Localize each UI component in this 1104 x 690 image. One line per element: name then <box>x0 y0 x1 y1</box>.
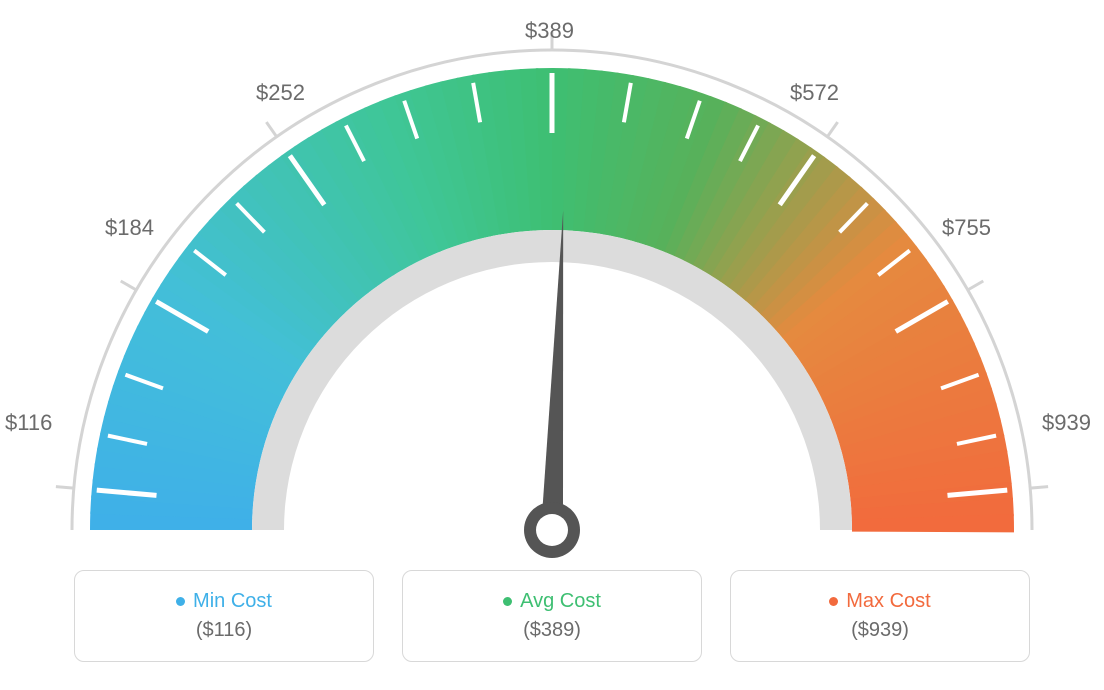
legend-value: ($939) <box>851 619 909 642</box>
gauge-tick-label: $252 <box>256 80 305 106</box>
legend-value: ($116) <box>196 619 252 642</box>
legend-dot-icon <box>176 597 185 606</box>
legend-title: Avg Cost <box>503 590 601 613</box>
gauge-tick-label: $755 <box>942 215 991 241</box>
gauge-big-tick <box>827 122 837 137</box>
legend-card: Min Cost ($116) <box>74 570 374 662</box>
legend-value: ($389) <box>523 619 581 642</box>
gauge-hub-inner <box>536 514 568 546</box>
legend-title-text: Max Cost <box>846 590 930 613</box>
gauge-tick-label: $389 <box>525 18 574 44</box>
legend-card: Max Cost ($939) <box>730 570 1030 662</box>
gauge-tick-label: $116 <box>5 410 52 436</box>
legend-dot-icon <box>829 597 838 606</box>
gauge-big-tick <box>968 281 984 290</box>
legend-dot-icon <box>503 597 512 606</box>
gauge-tick-label: $572 <box>790 80 839 106</box>
gauge-tick-label: $184 <box>105 215 154 241</box>
legend-card: Avg Cost ($389) <box>402 570 702 662</box>
gauge-container: $116 $184 $252 $389 $572 $755 $939 <box>0 0 1104 560</box>
gauge-big-tick <box>1030 487 1048 489</box>
legend-title: Max Cost <box>829 590 930 613</box>
gauge-svg <box>0 0 1104 560</box>
gauge-tick-label: $939 <box>1042 410 1091 436</box>
gauge-big-tick <box>266 122 276 137</box>
legend-title: Min Cost <box>176 590 272 613</box>
gauge-big-tick <box>56 487 74 489</box>
legend-row: Min Cost ($116) Avg Cost ($389) Max Cost ($93… <box>0 570 1104 662</box>
legend-title-text: Min Cost <box>193 590 272 613</box>
legend-title-text: Avg Cost <box>520 590 601 613</box>
gauge-big-tick <box>121 281 137 290</box>
